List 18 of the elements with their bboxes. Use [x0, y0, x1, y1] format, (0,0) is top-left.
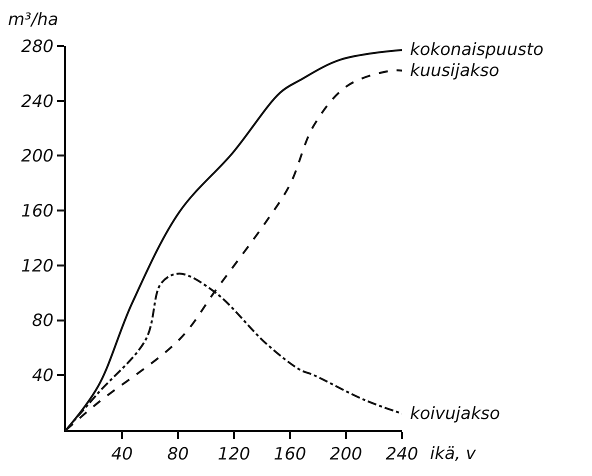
series-label: kuusijakso: [410, 61, 500, 81]
y-tick-label: 40: [32, 366, 54, 386]
x-tick-label: 160: [274, 444, 306, 464]
x-tick-label: 200: [330, 444, 362, 464]
x-axis-title: ikä, v: [430, 444, 477, 464]
series-label: koivujakso: [410, 404, 500, 424]
y-tick-label: 120: [21, 256, 54, 276]
y-tick-label: 160: [21, 202, 54, 222]
x-tick-label: 40: [111, 444, 133, 464]
y-tick-label: 200: [21, 146, 54, 167]
series-label: kokonaispuusto: [410, 40, 544, 60]
y-axis-title: m³/ha: [8, 10, 58, 30]
y-tick-label: 80: [32, 311, 54, 332]
y-tick-label: 280: [21, 36, 54, 57]
x-tick-label: 120: [218, 444, 250, 464]
y-tick-label: 240: [21, 92, 54, 112]
x-tick-label: 80: [167, 444, 189, 464]
x-tick-label: 240: [386, 444, 418, 464]
